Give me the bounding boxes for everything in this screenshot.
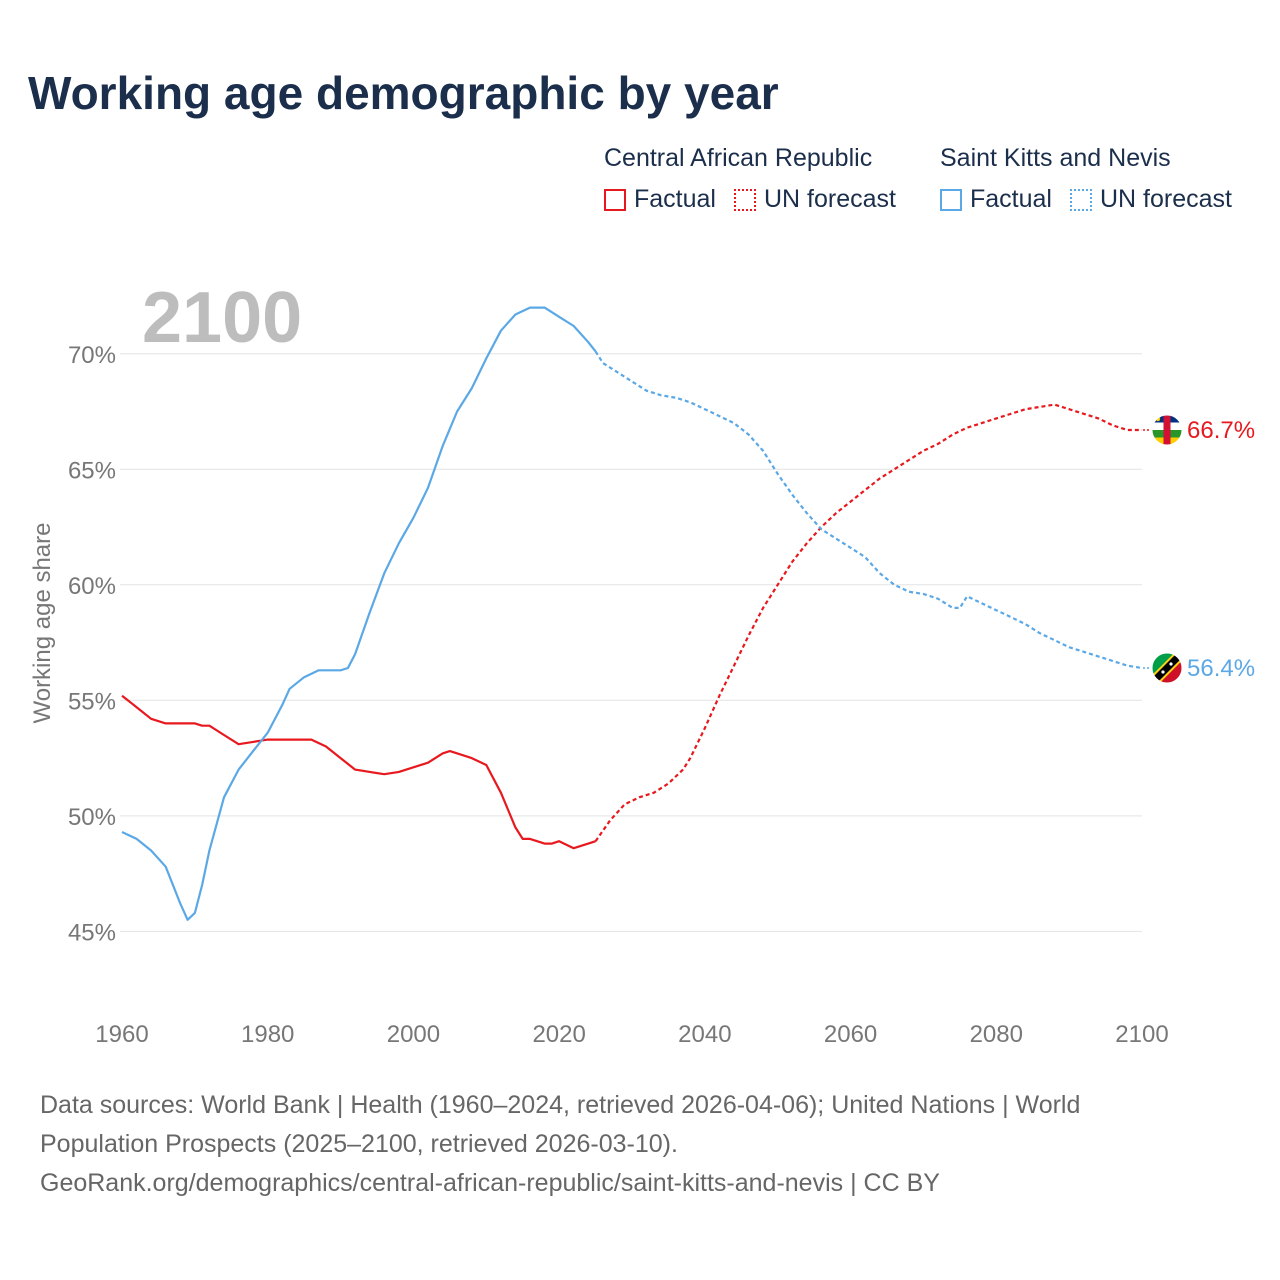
year-watermark: 2100	[142, 278, 302, 358]
x-tick-label: 2100	[1115, 1021, 1168, 1048]
legend-group-central-african-republic: Central African Republic Factual UN fore…	[604, 144, 914, 214]
x-tick-label: 1960	[95, 1021, 148, 1048]
x-tick-label: 2080	[970, 1021, 1023, 1048]
series-line-saint-kitts-and-nevis-factual	[121, 306, 597, 921]
x-tick-label: 2020	[532, 1021, 585, 1048]
legend-swatch-dotted	[1069, 188, 1092, 211]
series-line-central-african-republic-forecast	[594, 403, 1142, 842]
legend-item-car-forecast[interactable]: UN forecast	[733, 185, 896, 214]
chart-title: Working age demographic by year	[28, 67, 779, 119]
series-line-saint-kitts-and-nevis-forecast	[594, 350, 1143, 670]
sources-line: Population Prospects (2025–2100, retriev…	[40, 1130, 678, 1158]
legend-swatch-solid	[940, 188, 962, 211]
saint-kitts-and-nevis-flag-icon	[1151, 652, 1183, 684]
legend-item-car-factual[interactable]: Factual	[604, 185, 716, 214]
x-tick-label: 2060	[824, 1021, 877, 1048]
legend-label: Factual	[970, 185, 1052, 213]
x-tick-label: 2000	[387, 1021, 440, 1048]
x-tick-label: 2040	[678, 1021, 731, 1048]
y-tick-label: 60%	[68, 573, 116, 600]
end-value-label: 66.7%	[1187, 417, 1255, 444]
legend-country-label: Saint Kitts and Nevis	[940, 144, 1171, 172]
y-tick-label: 50%	[68, 804, 116, 831]
legend-label: UN forecast	[1099, 185, 1232, 213]
legend-swatch-dotted	[733, 188, 756, 211]
legend-label: UN forecast	[763, 185, 896, 213]
central-african-republic-flag-icon	[1151, 414, 1183, 446]
legend-group-saint-kitts-and-nevis: Saint Kitts and Nevis Factual UN forecas…	[940, 144, 1250, 214]
y-tick-label: 55%	[68, 688, 116, 715]
legend-item-skn-forecast[interactable]: UN forecast	[1069, 185, 1232, 214]
legend-swatch-solid	[604, 188, 626, 211]
sources-line: Data sources: World Bank | Health (1960–…	[40, 1091, 1081, 1119]
y-axis-title: Working age share	[29, 523, 56, 724]
x-tick-label: 1980	[241, 1021, 294, 1048]
end-labels: 66.7% 56.4%	[1143, 414, 1255, 684]
y-tick-label: 70%	[68, 342, 116, 369]
legend-label: Factual	[634, 185, 716, 213]
series	[121, 306, 1143, 921]
legend-country-label: Central African Republic	[604, 144, 873, 172]
legend-item-skn-factual[interactable]: Factual	[940, 185, 1052, 214]
axes: 45% 50% 55% 60% 65% 70% 1960 1980 2000 2020 2040 20…	[68, 342, 1169, 1048]
y-tick-label: 45%	[68, 919, 116, 946]
end-value-label: 56.4%	[1187, 655, 1255, 682]
series-line-central-african-republic-factual	[121, 694, 596, 850]
y-tick-label: 65%	[68, 457, 116, 484]
sources-line: GeoRank.org/demographics/central-african…	[40, 1169, 940, 1197]
line-chart: 45% 50% 55% 60% 65% 70% 1960 1980 2000 2020 2040 20…	[29, 278, 1255, 1048]
data-sources: Data sources: World Bank | Health (1960–…	[40, 1086, 1240, 1203]
gridlines	[120, 353, 1142, 932]
